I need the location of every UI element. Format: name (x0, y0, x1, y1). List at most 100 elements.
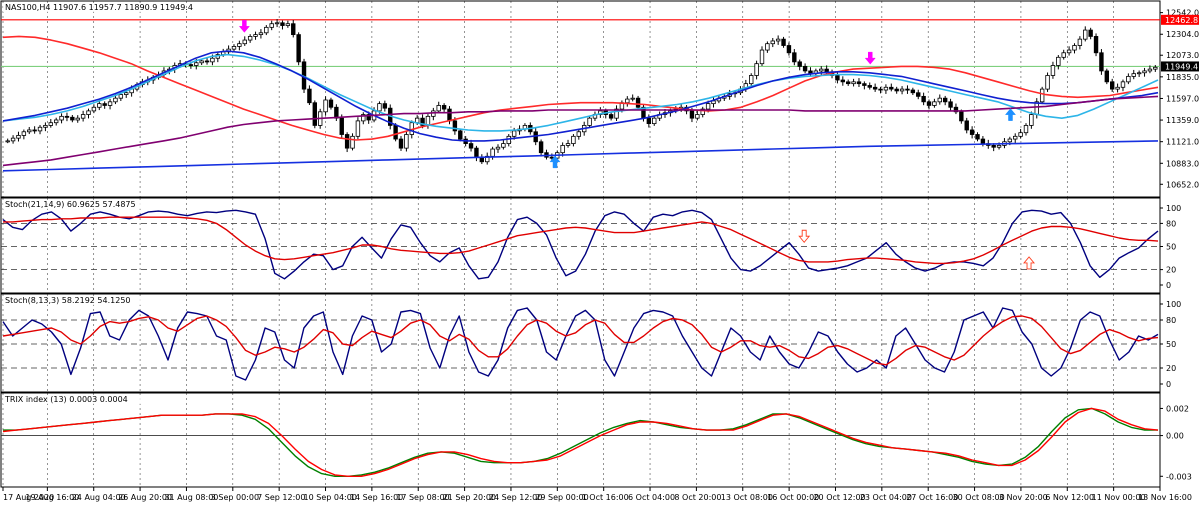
candle-body (274, 22, 280, 25)
candle-body (269, 23, 274, 28)
x-tick-label: 8 Oct 20:00 (674, 493, 721, 502)
y-tick-label: -0.003 (1166, 472, 1192, 481)
candle-body (452, 120, 458, 132)
candle-body (1039, 88, 1045, 103)
candle-body (1093, 36, 1099, 54)
candle-body (969, 129, 975, 135)
candle-body (894, 88, 899, 92)
candle-body (258, 32, 264, 36)
x-tick-label: 21 Sep 20:00 (443, 493, 496, 502)
candle-body (932, 101, 937, 106)
y-tick-label: 11597.0 (1166, 94, 1199, 103)
candle-body (1088, 29, 1093, 37)
candle-body (1104, 70, 1110, 83)
candle-body (86, 110, 91, 115)
candle-body (64, 115, 70, 118)
candle-body (247, 36, 253, 41)
candle-body (366, 114, 371, 121)
x-tick-label: 31 Aug 08:00 (164, 493, 218, 502)
candle-body (862, 83, 867, 86)
candle-body (194, 62, 199, 66)
candle-body (1099, 52, 1104, 72)
stoch2-series-line-2 (2, 315, 1159, 366)
candle-body (474, 147, 479, 158)
candle-body (571, 135, 576, 144)
candle-body (264, 26, 269, 34)
candle-body (786, 45, 792, 54)
candle-body (1013, 135, 1018, 140)
candle-body (942, 97, 948, 103)
candle-body (253, 34, 258, 37)
x-tick-label: 1 Oct 16:00 (582, 493, 629, 502)
candle-body (1072, 45, 1077, 51)
x-tick-label: 27 Oct 16:00 (906, 493, 958, 502)
y-tick-label: 80 (1166, 316, 1176, 325)
candle-body (824, 68, 829, 73)
price-mark-label: 11949.4 (1165, 62, 1198, 71)
candle-body (856, 81, 862, 85)
candle-body (538, 141, 544, 154)
candle-body (625, 98, 630, 104)
candle-body (1126, 75, 1131, 83)
candle-body (1153, 66, 1158, 70)
candle-body (964, 120, 969, 131)
sell-arrow-icon (864, 51, 876, 65)
candle-body (1029, 114, 1034, 126)
candle-body (291, 23, 296, 36)
stoch1-series-line-2 (3, 216, 1159, 265)
x-tick-label: 6 Oct 04:00 (628, 493, 675, 502)
candle-body (845, 81, 851, 85)
candle-body (10, 137, 16, 142)
candle-body (1136, 72, 1142, 75)
price-mark (1161, 61, 1199, 72)
candle-body (840, 79, 846, 83)
candle-body (899, 88, 905, 92)
candle-body (948, 101, 953, 108)
candle-body (113, 97, 118, 103)
candle-body (1083, 29, 1088, 40)
candle-body (97, 103, 102, 108)
stoch2-frame (0, 293, 1161, 393)
candle-body (608, 114, 614, 119)
sell-arrow-icon (798, 229, 811, 243)
candle-body (27, 129, 32, 133)
x-tick-label: 29 Sep 00:00 (535, 493, 588, 502)
candle-body (749, 75, 754, 85)
candle-body (1066, 49, 1072, 54)
candle-body (118, 94, 124, 99)
y-tick-label: 10652.0 (1166, 180, 1199, 189)
candle-body (199, 60, 204, 64)
panel-header-bg (3, 3, 163, 12)
candle-body (797, 61, 802, 67)
price-series-line-2 (2, 53, 1159, 132)
candle-body (501, 143, 506, 148)
candle-body (959, 111, 964, 122)
candle-body (980, 138, 986, 144)
candle-body (231, 46, 237, 50)
y-tick-label: 100 (1166, 300, 1181, 309)
price-panel: 12542.0 12304.0 12073.0 11835.0 11597.0 11359… (0, 0, 1199, 198)
candle-body (770, 40, 775, 45)
candle-body (878, 88, 883, 91)
candle-body (285, 23, 291, 26)
candle-body (700, 108, 705, 115)
candle-body (646, 117, 652, 125)
stoch1-header: Stoch(21,14,9) 60.9625 57.4875 (5, 200, 136, 209)
candle-body (344, 134, 350, 149)
y-tick-label: 0 (1166, 380, 1171, 389)
candle-body (107, 101, 113, 106)
candle-body (323, 99, 328, 113)
y-tick-label: 11835.0 (1166, 73, 1199, 82)
trix-series-line-2 (2, 407, 1159, 477)
panel-header-bg (3, 296, 163, 305)
y-tick-label: 0.00 (1166, 432, 1184, 441)
candle-body (689, 110, 695, 119)
candle-body (910, 89, 916, 94)
candle-body (1045, 75, 1050, 90)
candle-body (565, 143, 571, 146)
x-tick-label: 19 Aug 16:00 (25, 493, 79, 502)
buy-arrow-icon (1023, 256, 1035, 270)
stoch1-series-line-1 (2, 209, 1159, 280)
y-tick-label: 11121.0 (1166, 138, 1199, 147)
